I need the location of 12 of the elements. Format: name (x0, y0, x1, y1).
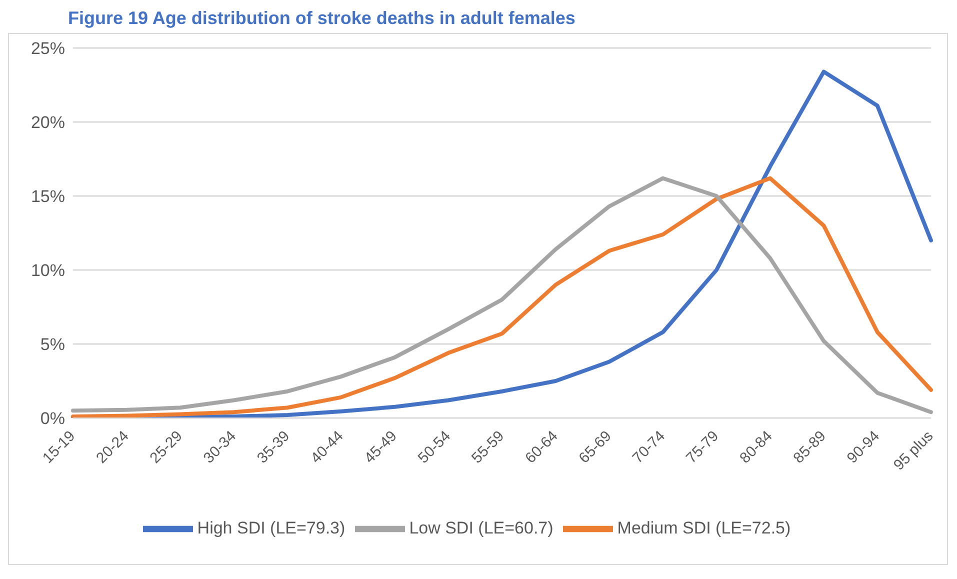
legend-label: Medium SDI (LE=72.5) (617, 518, 791, 538)
line-series (71, 70, 933, 418)
y-tick-label: 25% (30, 39, 65, 58)
y-tick-label: 20% (30, 113, 65, 132)
x-tick-label: 95 plus (890, 428, 937, 474)
chart-title: Figure 19 Age distribution of stroke deaths in adult females (67, 8, 576, 30)
y-tick-label: 10% (30, 261, 65, 280)
legend-label: High SDI (LE=79.3) (197, 518, 346, 538)
y-tick-label: 5% (40, 335, 65, 354)
y-tick-label: 15% (30, 187, 65, 206)
y-tick-label: 0% (40, 409, 65, 428)
legend-label: Low SDI (LE=60.7) (409, 518, 554, 538)
